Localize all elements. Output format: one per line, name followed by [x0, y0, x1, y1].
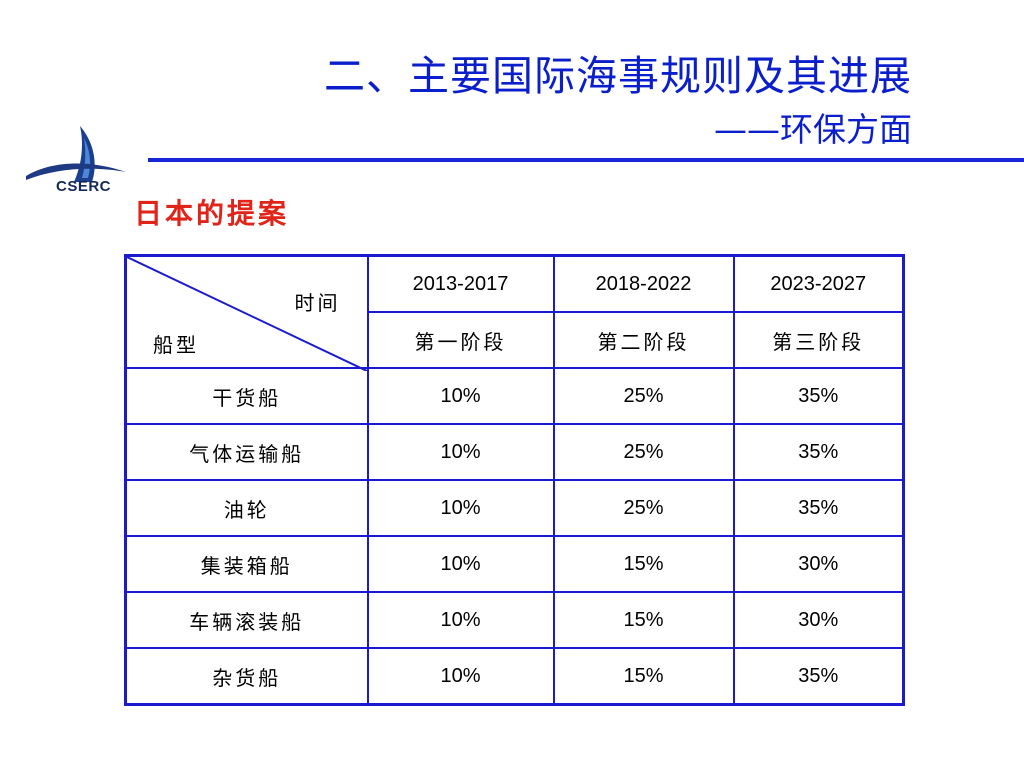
value-cell: 15% [552, 647, 735, 706]
value-cell: 25% [552, 367, 735, 425]
period-header: 2018-2022 [552, 254, 735, 313]
value-cell: 35% [732, 647, 905, 706]
value-cell: 15% [552, 591, 735, 649]
phase-header: 第三阶段 [732, 311, 905, 369]
corner-ship-type-label: 船型 [153, 333, 199, 357]
corner-header-cell: 时间 船型 [124, 254, 369, 371]
table-row: 集装箱船 10% 15% 30% [124, 535, 905, 593]
value-cell: 35% [732, 423, 905, 481]
value-cell: 30% [732, 591, 905, 649]
value-cell: 10% [366, 591, 555, 649]
section-title: 日本的提案 [134, 197, 290, 230]
value-cell: 10% [366, 479, 555, 537]
table-row: 杂货船 10% 15% 35% [124, 647, 905, 706]
page-title: 二、主要国际海事规则及其进展 [324, 52, 912, 100]
table-row: 干货船 10% 25% 35% [124, 367, 905, 425]
proposal-table: 时间 船型 2013-2017 2018-2022 2023-2027 第一阶段… [124, 254, 905, 706]
value-cell: 10% [366, 647, 555, 706]
table-phase-row: 第一阶段 第二阶段 第三阶段 [126, 311, 905, 369]
value-cell: 25% [552, 479, 735, 537]
table-header-row: 时间 船型 2013-2017 2018-2022 2023-2027 [124, 254, 905, 371]
logo-text: CSERC [56, 178, 112, 195]
value-cell: 10% [366, 535, 555, 593]
diagonal-line [127, 257, 367, 371]
table-row: 车辆滚装船 10% 15% 30% [124, 591, 905, 649]
ship-type-cell: 集装箱船 [124, 535, 369, 593]
table-row: 油轮 10% 25% 35% [124, 479, 905, 537]
value-cell: 35% [732, 367, 905, 425]
value-cell: 10% [366, 367, 555, 425]
cserc-logo [26, 126, 126, 182]
corner-time-label: 时间 [294, 291, 341, 315]
period-header: 2023-2027 [732, 254, 905, 313]
wave-icon [26, 163, 126, 180]
ship-type-cell: 干货船 [124, 367, 369, 425]
value-cell: 25% [552, 423, 735, 481]
value-cell: 10% [366, 423, 555, 481]
value-cell: 30% [732, 535, 905, 593]
ship-type-cell: 油轮 [124, 479, 369, 537]
ship-type-cell: 车辆滚装船 [124, 591, 369, 649]
title-divider [148, 158, 1024, 162]
phase-header: 第一阶段 [366, 311, 555, 369]
ship-type-cell: 气体运输船 [124, 423, 369, 481]
ship-type-cell: 杂货船 [124, 647, 369, 706]
page-subtitle: ——环保方面 [714, 110, 912, 149]
table-row: 气体运输船 10% 25% 35% [124, 423, 905, 481]
period-header: 2013-2017 [366, 254, 555, 313]
phase-header: 第二阶段 [552, 311, 735, 369]
value-cell: 35% [732, 479, 905, 537]
value-cell: 15% [552, 535, 735, 593]
